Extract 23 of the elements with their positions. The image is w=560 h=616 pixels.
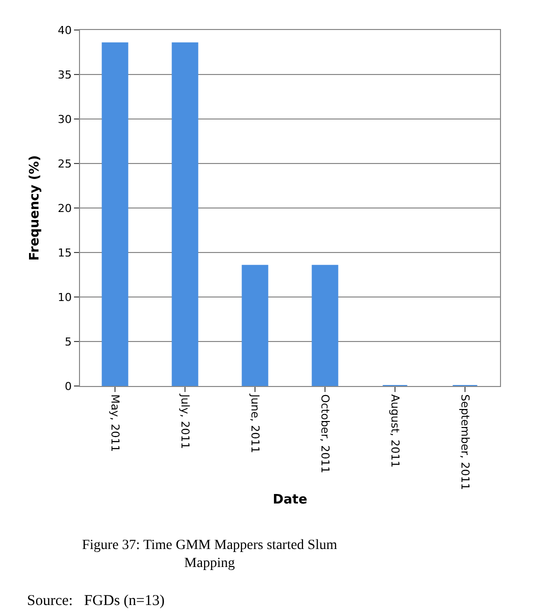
x-tick-label: August, 2011 [388,394,402,468]
y-tick-label: 35 [58,68,72,82]
y-axis-title: Frequency (%) [28,155,43,261]
y-tick-label: 40 [58,24,72,37]
y-tick-label: 0 [64,380,72,393]
y-tick-label: 25 [58,157,72,170]
bar [312,264,338,386]
y-tick-label: 5 [64,335,72,348]
y-tick-label: 10 [58,290,72,304]
x-tick-label: May, 2011 [108,394,122,452]
text: Figure 37: Time GMM Mappers started Slum Mapping [82,538,338,572]
x-tick-label: July, 2011 [178,393,192,449]
bar [172,42,198,386]
source-note: Source: FGDs (n=13) [27,593,165,609]
x-tick-label: September, 2011 [458,394,472,490]
y-tick-label: 20 [58,202,72,215]
x-tick-label: June, 2011 [248,393,262,454]
x-tick-label: October, 2011 [318,394,332,474]
bar [242,264,268,386]
y-tick-label: 15 [58,246,72,260]
x-axis-title: Date [272,492,308,508]
bar [102,42,128,386]
y-tick-label: 30 [58,112,72,126]
